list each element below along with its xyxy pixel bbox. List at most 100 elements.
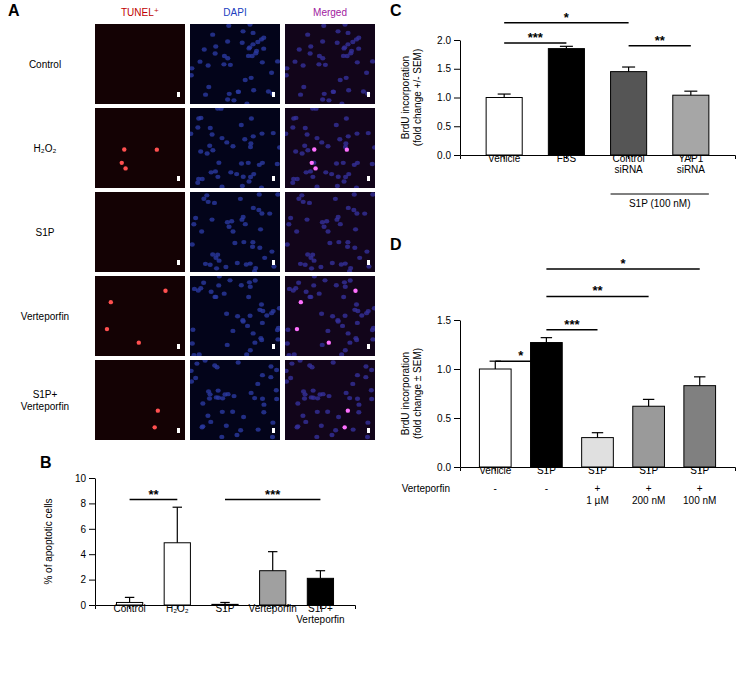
y-axis: 0.00.51.01.52.0 — [437, 35, 460, 161]
significance-label: ** — [655, 33, 666, 48]
error-bar-stem — [495, 361, 496, 369]
nucleus — [238, 428, 243, 432]
nucleus — [251, 331, 256, 335]
y-tick: 1.0 — [437, 92, 460, 103]
nucleus — [226, 24, 231, 28]
nucleus — [208, 262, 213, 266]
tunel-spot — [109, 300, 113, 304]
nucleus — [320, 220, 325, 224]
nucleus — [285, 132, 288, 136]
nucleus — [196, 177, 201, 181]
nucleus — [372, 306, 375, 310]
error-bar — [173, 507, 182, 543]
error-bar-stem — [699, 377, 700, 386]
nucleus — [298, 360, 303, 363]
nucleus — [231, 394, 236, 398]
nucleus — [246, 161, 251, 165]
nucleus — [339, 262, 344, 266]
y-axis-line — [460, 321, 461, 468]
nucleus — [249, 116, 254, 120]
nucleus — [224, 312, 229, 316]
nucleus — [269, 249, 274, 253]
scale-bar — [367, 344, 370, 349]
sub-label: +200 nM — [632, 483, 665, 506]
nucleus — [305, 252, 310, 256]
nucleus — [357, 256, 362, 260]
nucleus — [260, 60, 265, 64]
nucleus — [209, 290, 214, 294]
nucleus — [298, 92, 303, 96]
tunel-spot — [122, 147, 126, 151]
nucleus — [212, 201, 217, 205]
error-bar — [541, 338, 552, 343]
bar — [116, 602, 142, 605]
tunel-spot — [310, 161, 314, 165]
nucleus — [203, 262, 208, 266]
panel-label: A — [8, 2, 20, 19]
tunel-spot — [123, 166, 127, 170]
nucleus — [230, 229, 235, 233]
nucleus — [222, 54, 227, 58]
x-tick-label: ControlsiRNA — [612, 153, 644, 175]
scale-bar — [177, 344, 180, 349]
y-tick: 0.0 — [437, 150, 460, 161]
nucleus — [257, 163, 262, 167]
nucleus — [296, 281, 301, 285]
nucleus — [190, 341, 195, 345]
nucleus — [336, 415, 341, 419]
nucleus — [321, 24, 326, 28]
nucleus — [346, 134, 351, 138]
x-tick: Control — [113, 603, 145, 614]
sub-label: +1 µM — [586, 483, 608, 506]
tunel-spot — [313, 166, 317, 170]
nucleus — [209, 170, 214, 174]
nucleus — [249, 76, 254, 80]
nucleus — [293, 116, 298, 120]
nucleus — [244, 101, 249, 104]
nucleus — [222, 291, 227, 295]
error-bar — [316, 571, 325, 579]
image-background — [95, 192, 185, 272]
nucleus — [251, 206, 256, 210]
nucleus — [276, 326, 280, 330]
nucleus — [356, 410, 361, 414]
y-tick-mark — [454, 369, 460, 370]
bar — [260, 571, 286, 605]
nucleus — [275, 337, 280, 341]
nucleus — [323, 63, 328, 67]
nucleus — [191, 353, 196, 356]
bar — [479, 369, 511, 467]
nucleus — [228, 170, 233, 174]
nucleus — [248, 348, 253, 352]
micrograph — [190, 24, 280, 104]
nucleus — [225, 97, 230, 101]
tunel-spot — [346, 408, 350, 412]
nucleus — [285, 341, 290, 345]
tunel-spot — [155, 147, 159, 151]
nucleus — [238, 197, 243, 201]
nucleus — [321, 224, 326, 228]
nucleus — [309, 395, 314, 399]
nucleus — [243, 78, 248, 82]
y-tick-label: 1.0 — [437, 92, 451, 103]
nucleus — [330, 314, 335, 318]
x-axis: ControlH₂O₂S1PVerteporfinS1P+Verteporfin — [96, 603, 356, 625]
nucleus — [347, 340, 352, 344]
image-background — [190, 192, 280, 272]
nucleus — [353, 336, 358, 340]
group-label: S1P (100 nM) — [629, 198, 691, 209]
nucleus — [193, 216, 198, 220]
tunel-spot — [156, 408, 160, 412]
tunel-spot — [105, 327, 109, 331]
nucleus — [214, 266, 219, 270]
nucleus — [259, 211, 264, 215]
y-tick-mark — [89, 554, 95, 555]
nucleus — [342, 280, 347, 284]
nucleus — [342, 45, 347, 49]
nucleus — [304, 290, 309, 294]
row-label: S1P — [36, 227, 55, 238]
nucleus — [338, 78, 343, 82]
nucleus — [231, 98, 236, 102]
nucleus — [270, 435, 275, 439]
nucleus — [344, 76, 349, 80]
